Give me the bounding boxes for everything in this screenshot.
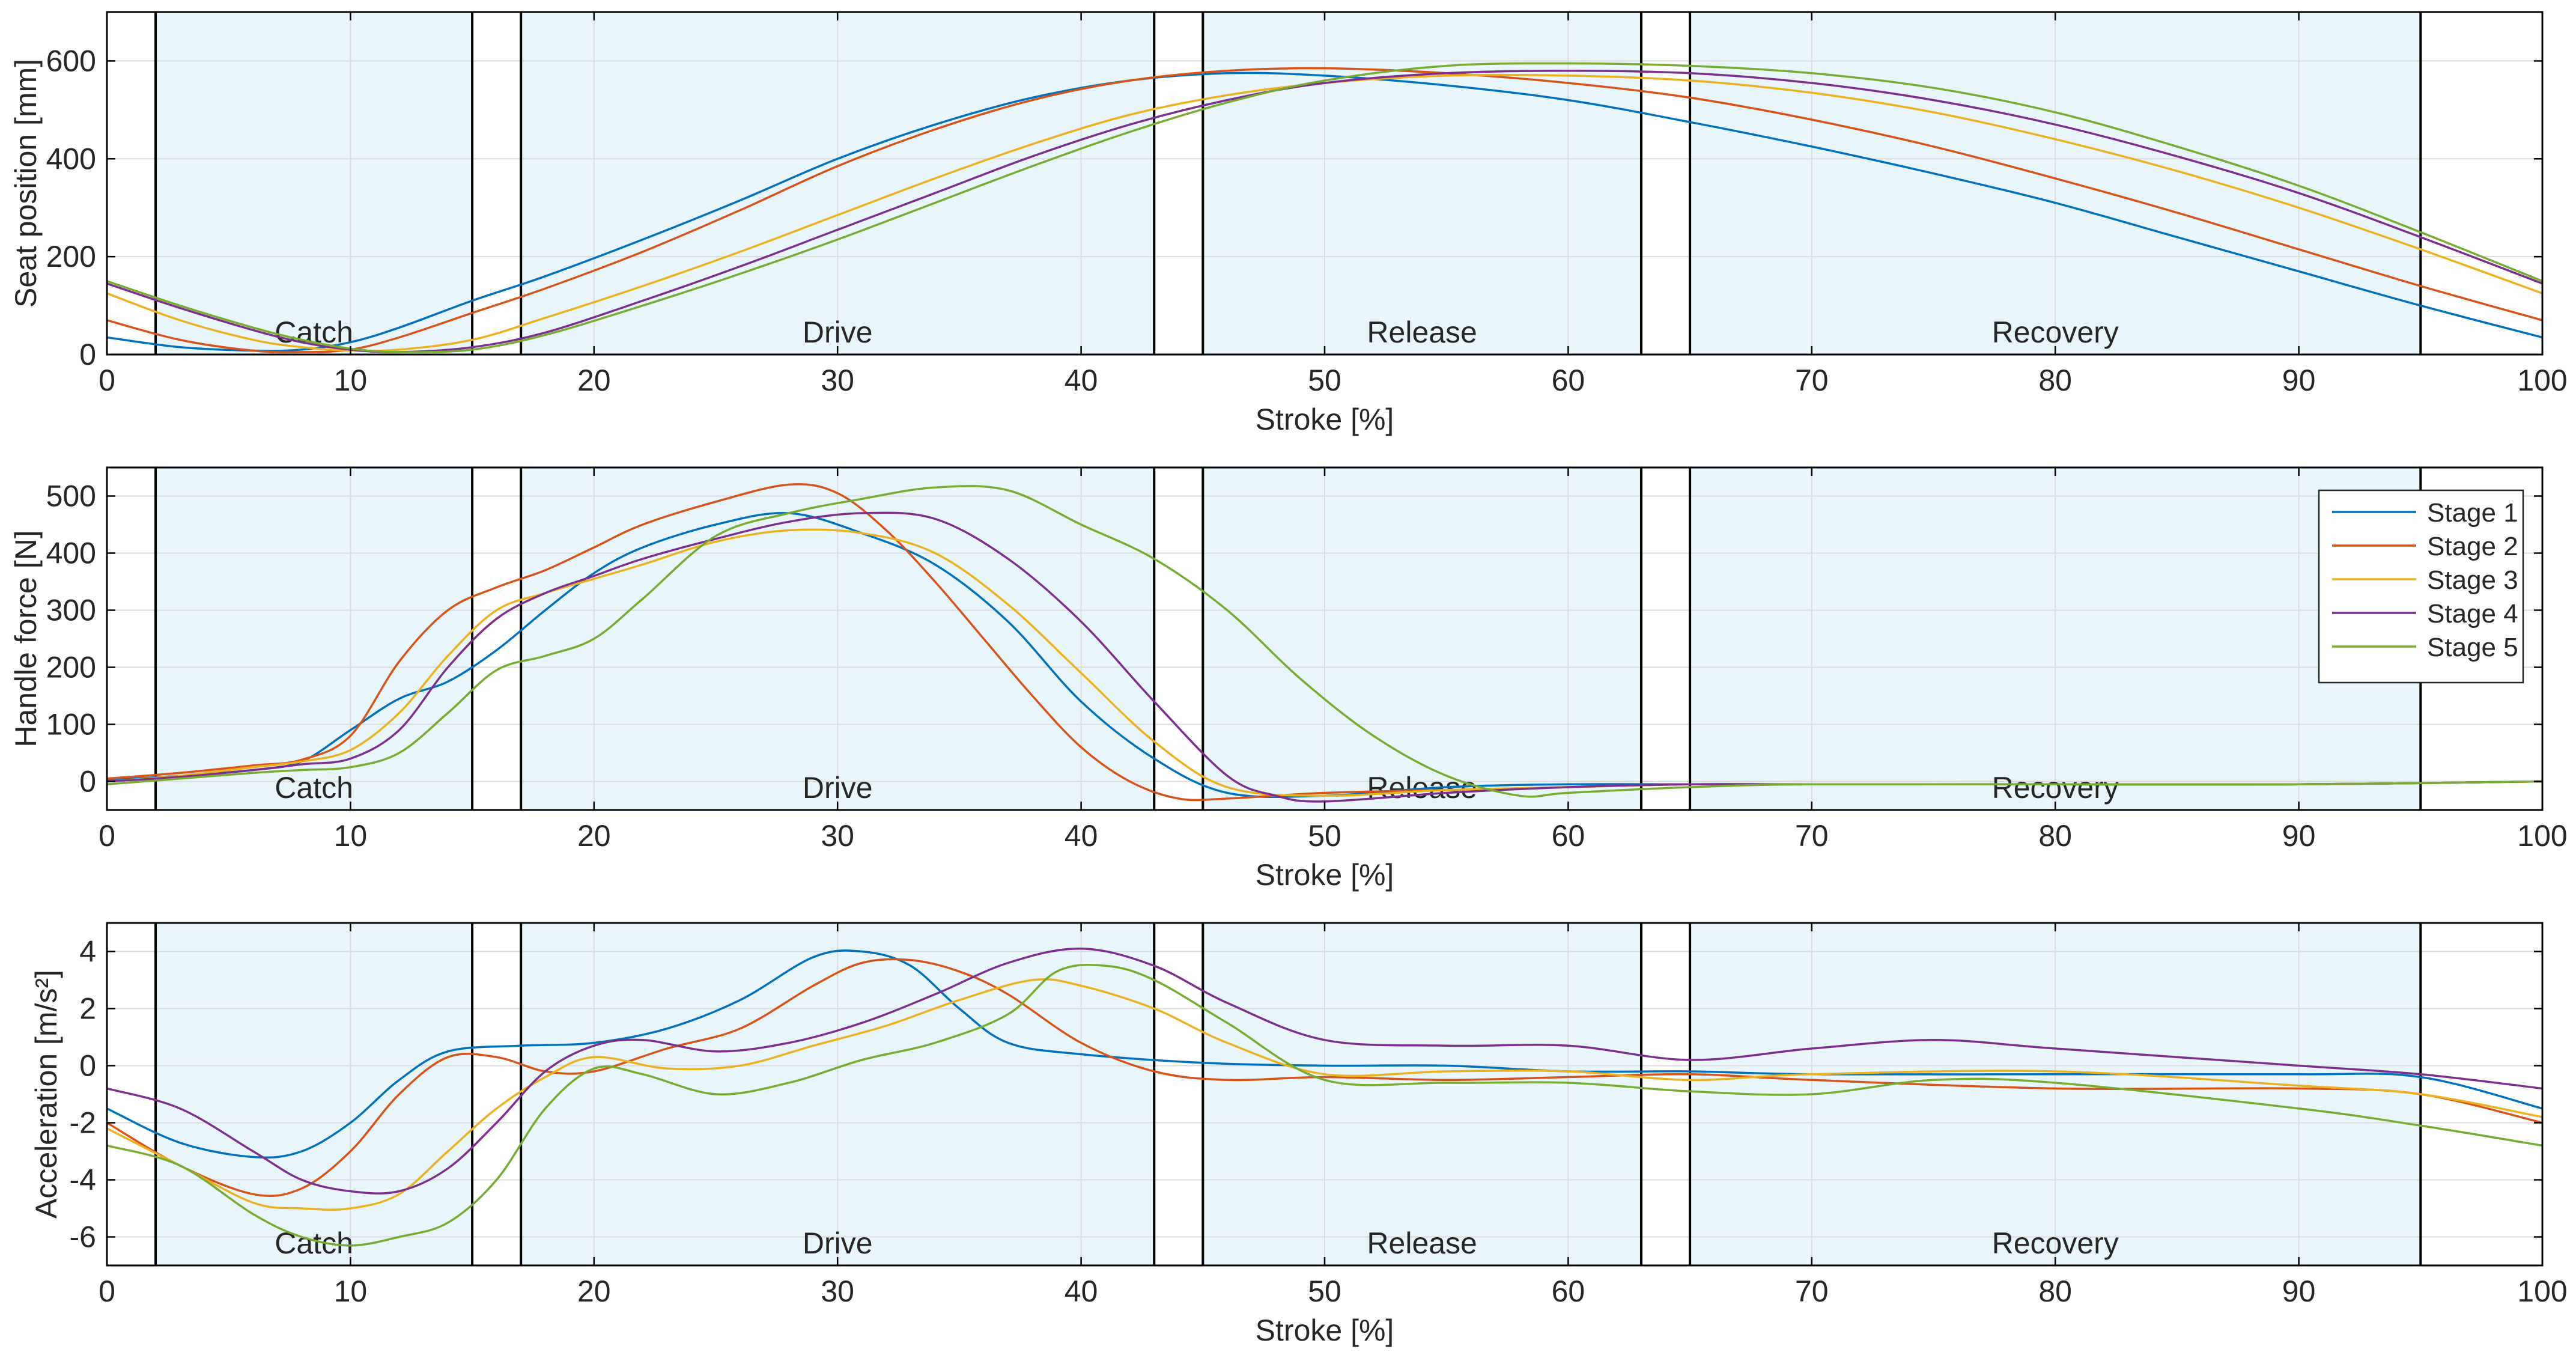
force-ytick-label: 200	[46, 651, 96, 684]
accel-xtick-label: 20	[577, 1274, 611, 1308]
accel-ylabel: Acceleration [m/s²]	[29, 970, 63, 1219]
accel-series-stage-4	[107, 948, 2542, 1195]
accel-series-stage-5	[107, 963, 2542, 1247]
seat-ytick-label: 200	[46, 240, 96, 273]
legend-label-stage-3: Stage 3	[2427, 565, 2518, 595]
seat-series-stage-5	[107, 62, 2542, 353]
legend: Stage 1 Stage 2 Stage 3 Stage 4 Stage 5	[2318, 489, 2524, 684]
seat-ytick-label: 0	[79, 338, 96, 371]
legend-label-stage-2: Stage 2	[2427, 532, 2518, 561]
force-xtick-label: 70	[1795, 819, 1829, 853]
force-xlabel: Stroke [%]	[1256, 858, 1394, 892]
accel-ytick-label: 2	[79, 992, 96, 1026]
seat-phase-label-recovery: Recovery	[1992, 315, 2119, 349]
accel-xtick-label: 10	[334, 1274, 368, 1308]
seat-series-group	[107, 62, 2542, 353]
accel-xlabel: Stroke [%]	[1256, 1314, 1394, 1347]
seat-xtick-label: 40	[1065, 364, 1098, 397]
force-xtick-label: 60	[1552, 819, 1585, 853]
legend-label-stage-5: Stage 5	[2427, 633, 2518, 662]
seat-xtick-label: 10	[334, 364, 368, 397]
accel-xtick-label: 50	[1308, 1274, 1341, 1308]
seat-ytick-label: 400	[46, 142, 96, 175]
force-xtick-label: 80	[2038, 819, 2072, 853]
force-xtick-label: 10	[334, 819, 368, 853]
force-phase-label-catch: Catch	[275, 771, 353, 805]
seat-xtick-label: 20	[577, 364, 611, 397]
accel-phase-label-drive: Drive	[803, 1226, 873, 1260]
accel-series-stage-2	[107, 958, 2542, 1198]
accel-xtick-label: 90	[2282, 1274, 2316, 1308]
accel-phase-band-catch	[156, 923, 473, 1265]
force-series-group	[107, 483, 2542, 803]
force-xtick-label: 30	[821, 819, 854, 853]
seat-ytick-label: 600	[46, 44, 96, 78]
accel-ytick-label: 4	[79, 935, 96, 969]
accel-xtick-label: 40	[1065, 1274, 1098, 1308]
force-phase-band-catch	[156, 467, 473, 810]
accel-xtick-label: 30	[821, 1274, 854, 1308]
accel-xtick-label: 60	[1552, 1274, 1585, 1308]
force-phase-label-recovery: Recovery	[1992, 771, 2119, 805]
force-phase-label-drive: Drive	[803, 771, 873, 805]
force-series-stage-5	[107, 485, 2542, 798]
seat-xtick-label: 0	[99, 364, 115, 397]
force-xtick-label: 40	[1065, 819, 1098, 853]
seat-xtick-label: 50	[1308, 364, 1341, 397]
force-ytick-label: 100	[46, 708, 96, 741]
seat-xtick-label: 70	[1795, 364, 1829, 397]
accel-xtick-label: 100	[2517, 1274, 2567, 1308]
legend-label-stage-1: Stage 1	[2427, 498, 2518, 528]
accel-xtick-label: 70	[1795, 1274, 1829, 1308]
accel-ytick-label: 0	[79, 1049, 96, 1083]
seat-series-stage-3	[107, 73, 2542, 352]
force-phase-band-release	[1203, 467, 1642, 810]
accel-ytick-label: -6	[70, 1220, 96, 1254]
legend-label-stage-4: Stage 4	[2427, 599, 2518, 629]
force-xtick-label: 50	[1308, 819, 1341, 853]
seat-xtick-label: 90	[2282, 364, 2316, 397]
force-xtick-label: 20	[577, 819, 611, 853]
force-ytick-label: 0	[79, 765, 96, 799]
force-ylabel: Handle force [N]	[9, 530, 43, 747]
accel-xtick-label: 80	[2038, 1274, 2072, 1308]
seat-xtick-label: 30	[821, 364, 854, 397]
accel-xtick-label: 0	[99, 1274, 115, 1308]
seat-xtick-label: 60	[1552, 364, 1585, 397]
force-xtick-label: 90	[2282, 819, 2316, 853]
force-xtick-label: 0	[99, 819, 115, 853]
seat-phase-label-drive: Drive	[803, 315, 873, 349]
seat-phase-band-catch	[156, 12, 473, 355]
seat-phase-label-release: Release	[1367, 315, 1477, 349]
legend-box	[2318, 489, 2524, 684]
accel-phase-label-release: Release	[1367, 1226, 1477, 1260]
accel-phase-band-release	[1203, 923, 1642, 1265]
seat-xlabel: Stroke [%]	[1256, 403, 1394, 436]
force-ytick-label: 500	[46, 480, 96, 513]
force-ytick-label: 300	[46, 594, 96, 627]
seat-xtick-label: 80	[2038, 364, 2072, 397]
force-xtick-label: 100	[2517, 819, 2567, 853]
accel-ytick-label: -4	[70, 1163, 96, 1197]
accel-series-group	[107, 948, 2542, 1247]
seat-xtick-label: 100	[2517, 364, 2567, 397]
force-ytick-label: 400	[46, 537, 96, 570]
seat-series-stage-2	[107, 67, 2542, 353]
accel-phase-label-recovery: Recovery	[1992, 1226, 2119, 1260]
accel-series-stage-1	[107, 949, 2542, 1159]
accel-ytick-label: -2	[70, 1106, 96, 1140]
seat-ylabel: Seat position [mm]	[9, 59, 43, 308]
